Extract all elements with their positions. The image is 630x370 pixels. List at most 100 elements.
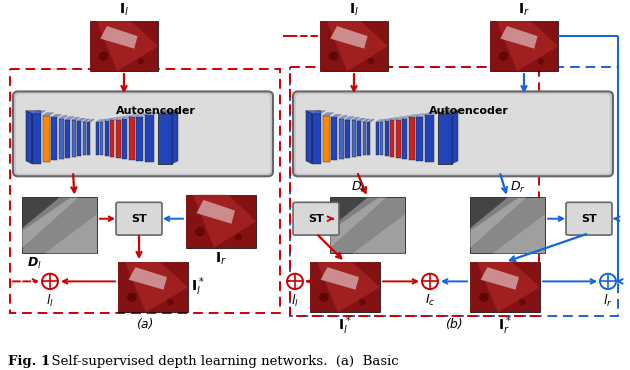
- Polygon shape: [327, 21, 388, 71]
- Bar: [425, 115, 433, 162]
- Text: $\mathbf{I}_r$: $\mathbf{I}_r$: [518, 2, 530, 18]
- Bar: [65, 120, 70, 158]
- Bar: [312, 114, 321, 164]
- Polygon shape: [197, 200, 235, 224]
- Polygon shape: [317, 262, 380, 312]
- Polygon shape: [357, 118, 365, 121]
- Text: $\mathbf{I}_l^*$: $\mathbf{I}_l^*$: [338, 314, 352, 337]
- Polygon shape: [42, 113, 54, 115]
- Bar: [42, 115, 50, 162]
- Bar: [470, 198, 545, 253]
- FancyBboxPatch shape: [16, 94, 270, 174]
- Polygon shape: [338, 116, 348, 119]
- Polygon shape: [452, 111, 458, 164]
- Polygon shape: [96, 120, 103, 122]
- Bar: [470, 262, 540, 312]
- Bar: [118, 262, 188, 312]
- Polygon shape: [97, 21, 158, 71]
- Polygon shape: [129, 114, 139, 117]
- Polygon shape: [331, 114, 341, 117]
- Bar: [330, 198, 405, 253]
- Bar: [338, 119, 343, 159]
- Circle shape: [422, 274, 438, 289]
- Polygon shape: [144, 112, 158, 115]
- Bar: [100, 122, 103, 155]
- Polygon shape: [470, 198, 526, 248]
- FancyBboxPatch shape: [296, 94, 610, 174]
- Circle shape: [137, 58, 144, 64]
- Bar: [380, 122, 383, 155]
- Polygon shape: [408, 114, 419, 117]
- Text: $\mathit{I}_c$: $\mathit{I}_c$: [425, 293, 435, 308]
- Bar: [375, 122, 379, 155]
- Polygon shape: [125, 262, 188, 312]
- Polygon shape: [416, 114, 427, 117]
- Bar: [105, 121, 108, 156]
- Bar: [51, 117, 57, 160]
- Polygon shape: [352, 118, 360, 120]
- Text: $\mathbf{I}_l$: $\mathbf{I}_l$: [349, 2, 359, 18]
- Text: $\mathbf{I}_l^*$: $\mathbf{I}_l^*$: [191, 276, 205, 299]
- Bar: [470, 262, 540, 312]
- FancyBboxPatch shape: [293, 202, 339, 235]
- Bar: [77, 121, 81, 156]
- Polygon shape: [32, 111, 45, 114]
- Polygon shape: [367, 120, 374, 122]
- Bar: [186, 195, 256, 248]
- Polygon shape: [323, 113, 334, 115]
- Bar: [352, 120, 355, 157]
- Text: Self-supervised depth learning networks.  (a)  Basic: Self-supervised depth learning networks.…: [43, 355, 399, 368]
- Text: ST: ST: [131, 214, 147, 224]
- Polygon shape: [59, 116, 67, 119]
- FancyBboxPatch shape: [116, 202, 162, 235]
- Text: $D_r$: $D_r$: [510, 179, 525, 195]
- Bar: [158, 114, 172, 164]
- Bar: [32, 114, 41, 164]
- Polygon shape: [470, 198, 518, 231]
- Polygon shape: [129, 267, 167, 290]
- Polygon shape: [45, 214, 97, 253]
- Polygon shape: [158, 111, 178, 114]
- Polygon shape: [330, 198, 379, 231]
- Bar: [10, 69, 280, 313]
- Text: $l_l$: $l_l$: [46, 293, 54, 309]
- Bar: [345, 120, 350, 158]
- Bar: [290, 67, 618, 316]
- Bar: [323, 115, 329, 162]
- Bar: [22, 198, 97, 253]
- Bar: [357, 121, 361, 156]
- Circle shape: [235, 234, 242, 240]
- Polygon shape: [110, 118, 118, 120]
- Polygon shape: [330, 198, 386, 248]
- Text: ST: ST: [581, 214, 597, 224]
- Circle shape: [167, 299, 174, 306]
- Polygon shape: [26, 111, 41, 114]
- Bar: [331, 117, 337, 160]
- Circle shape: [359, 299, 366, 306]
- Polygon shape: [77, 118, 85, 121]
- FancyBboxPatch shape: [13, 91, 273, 176]
- Polygon shape: [51, 114, 61, 117]
- Polygon shape: [100, 119, 107, 122]
- Bar: [438, 114, 452, 164]
- Bar: [144, 115, 154, 162]
- Circle shape: [287, 274, 303, 289]
- Polygon shape: [115, 117, 125, 120]
- Text: $l_l$: $l_l$: [291, 293, 299, 309]
- Polygon shape: [500, 26, 537, 48]
- Bar: [408, 117, 415, 160]
- Polygon shape: [65, 117, 74, 120]
- Text: $l_r$: $l_r$: [604, 293, 613, 309]
- Text: (b): (b): [445, 318, 463, 331]
- Polygon shape: [100, 26, 137, 48]
- Polygon shape: [477, 262, 540, 312]
- Bar: [320, 21, 388, 71]
- Bar: [118, 262, 188, 312]
- Polygon shape: [402, 116, 411, 119]
- Circle shape: [367, 58, 374, 64]
- Polygon shape: [321, 267, 359, 290]
- Bar: [384, 121, 389, 156]
- Circle shape: [329, 51, 338, 61]
- Bar: [310, 262, 380, 312]
- Text: Fig. 1: Fig. 1: [8, 355, 50, 368]
